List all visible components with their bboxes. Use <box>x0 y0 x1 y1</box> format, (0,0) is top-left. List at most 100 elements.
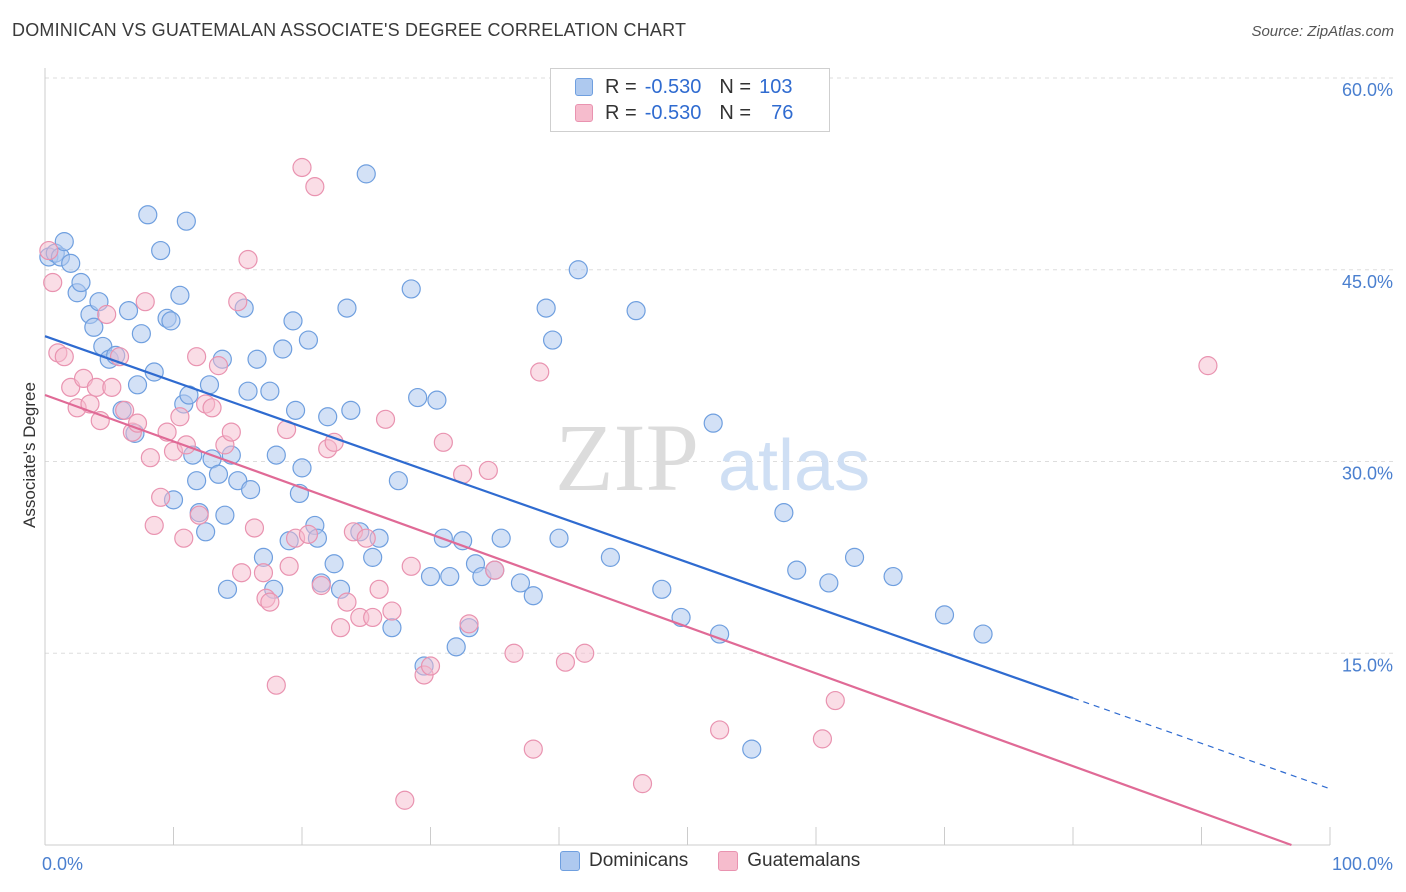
guatemalan-point <box>420 656 441 676</box>
dominican-point <box>523 586 543 606</box>
guatemalan-point <box>54 347 74 367</box>
guatemalan-point <box>324 432 344 452</box>
dominican-point <box>324 554 344 574</box>
axes <box>44 68 1331 846</box>
dominican-point <box>283 311 303 331</box>
legend-row-dominicans: R = -0.530 N = 103 <box>575 74 792 100</box>
guatemalan-point <box>187 347 207 367</box>
guatemalan-point <box>523 739 543 759</box>
dominican-point <box>118 301 139 321</box>
guatemalan-point <box>395 790 415 810</box>
guatemalan-point <box>97 304 117 325</box>
legend-r-label: R = <box>605 101 637 124</box>
dominican-point <box>549 528 569 548</box>
dominican-point <box>238 381 258 401</box>
dominican-point <box>568 260 588 280</box>
dominican-point <box>196 522 216 542</box>
legend-n-label: N = <box>719 75 752 98</box>
dominican-legend-swatch <box>560 851 580 871</box>
guatemalan-point <box>575 643 595 663</box>
guatemalan-point <box>812 729 833 749</box>
dominican-point <box>446 637 466 657</box>
dominican-point <box>363 547 383 567</box>
guatemalan-point <box>151 487 171 507</box>
legend-r-value: -0.530 <box>644 101 702 124</box>
dominican-point <box>787 560 807 580</box>
chart-title: DOMINICAN VS GUATEMALAN ASSOCIATE'S DEGR… <box>12 20 687 40</box>
dominican-point <box>318 407 338 427</box>
dominican-point <box>217 579 238 599</box>
dominican-swatch <box>575 78 593 96</box>
dominican-point <box>61 253 81 273</box>
trend-lines <box>44 335 1331 847</box>
dominican-point <box>273 339 293 359</box>
guatemalan-point <box>221 422 241 442</box>
legend-row-guatemalans: R = -0.530 N = 76 <box>575 100 793 126</box>
dominican-point <box>542 330 563 350</box>
dominican-point <box>844 547 865 567</box>
dominican-point <box>356 164 376 184</box>
guatemalan-point <box>375 409 396 429</box>
dominican-point <box>241 480 261 500</box>
source-credit: Source: ZipAtlas.com <box>1251 23 1394 40</box>
guatemalan-point <box>189 505 209 525</box>
stats-legend: R = -0.530 N = 103 R = -0.530 N = 76 <box>550 68 830 132</box>
dominican-point <box>266 445 286 465</box>
dominican-point <box>260 381 280 401</box>
guatemalan-point <box>115 400 135 420</box>
guatemalan-point <box>337 592 357 612</box>
dominican-point <box>176 211 196 231</box>
dominican-point <box>131 324 151 344</box>
y-tick-label: 45.0% <box>1342 272 1393 292</box>
dominican-point <box>215 505 235 525</box>
y-tick-label: 60.0% <box>1342 80 1393 100</box>
dominican-point <box>710 624 730 644</box>
dominican-point <box>292 458 312 478</box>
guatemalan-point <box>144 515 164 536</box>
guatemalan-point <box>232 563 252 583</box>
guatemalan-point <box>292 157 312 178</box>
dominican-point <box>491 528 511 548</box>
dominican-point <box>127 375 148 395</box>
guatemalan-point <box>710 720 730 740</box>
guatemalan-point <box>174 528 194 548</box>
dominican-point <box>84 317 104 337</box>
guatemalan-swatch <box>575 104 593 122</box>
dominican-point <box>388 471 408 491</box>
guatemalan-point <box>632 774 653 794</box>
guatemalan-trend-line <box>44 393 1292 847</box>
dominican-point <box>934 605 955 625</box>
dominican-point <box>138 205 158 225</box>
guatemalan-point <box>530 362 550 382</box>
guatemalan-point <box>228 292 248 312</box>
guatemalan-point <box>401 556 421 576</box>
dominican-trend-line <box>44 335 1074 700</box>
guatemalan-point <box>485 560 505 580</box>
legend-dominicans-label: Dominicans <box>589 850 689 871</box>
guatemalan-point <box>459 614 479 634</box>
guatemalan-point <box>363 607 383 628</box>
dominican-point <box>401 279 421 299</box>
guatemalan-point <box>305 177 325 197</box>
dominican-point <box>420 566 441 587</box>
dominican-point <box>298 330 319 350</box>
guatemalan-point <box>170 407 190 427</box>
watermark-zip: ZIP <box>555 404 699 511</box>
series-legend: Dominicans Guatemalans <box>560 850 890 872</box>
legend-n-value: 103 <box>759 75 793 98</box>
guatemalan-point <box>504 643 524 663</box>
guatemalan-point <box>102 377 122 397</box>
dominican-point <box>742 739 762 759</box>
dominican-trend-extension <box>1072 697 1331 790</box>
dominican-point <box>337 298 357 318</box>
guatemalan-point <box>260 592 280 612</box>
guatemalan-point <box>39 240 59 261</box>
dominican-point <box>208 464 229 484</box>
dominican-point <box>247 349 267 369</box>
legend-guatemalans-label: Guatemalans <box>747 850 861 871</box>
guatemalan-point <box>176 435 196 455</box>
legend-item-guatemalans: Guatemalans <box>718 850 860 872</box>
dominican-point <box>71 272 91 293</box>
guatemalan-point <box>279 556 299 576</box>
dominican-point <box>774 503 794 523</box>
